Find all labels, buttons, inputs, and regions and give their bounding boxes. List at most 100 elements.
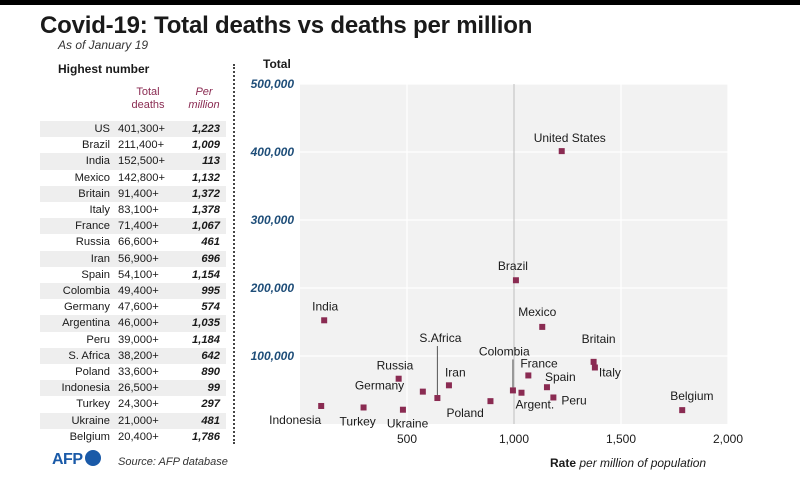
afp-logo: AFP xyxy=(52,450,101,469)
table-cell-country: Poland xyxy=(75,366,110,379)
y-tick-label: 500,000 xyxy=(251,77,295,91)
x-tick-label: 500 xyxy=(397,432,417,446)
data-point xyxy=(321,317,328,324)
table-cell-total: 24,300+ xyxy=(118,398,159,411)
table-cell-total: 38,200+ xyxy=(112,347,180,365)
table-cell-rate: 1,154 xyxy=(192,268,220,281)
point-label: Ukraine xyxy=(387,417,429,431)
column-header-rate: Per million xyxy=(188,86,220,111)
data-point xyxy=(591,364,598,371)
point-label: Turkey xyxy=(340,414,376,428)
table-cell-total: 49,400+ xyxy=(112,283,180,300)
table-cell-country: Germany xyxy=(63,301,110,314)
point-label: Belgium xyxy=(670,389,713,403)
point-label: S.Africa xyxy=(419,331,461,345)
table-cell-rate: 642 xyxy=(180,347,226,365)
point-label: Germany xyxy=(355,379,404,393)
table-row: Ukraine 21,000+ 481 xyxy=(40,412,226,429)
table-cell-rate: 696 xyxy=(180,250,226,267)
table-cell-total: 66,600+ xyxy=(118,236,159,249)
table-row: Turkey 24,300+ 297 xyxy=(40,396,226,412)
table-cell-country: S. Africa xyxy=(40,347,112,365)
y-tick-label: 200,000 xyxy=(250,281,295,295)
point-label: Colombia xyxy=(479,344,530,358)
table-cell-rate: 113 xyxy=(180,153,226,170)
table-row: US 401,300+ 1,223 xyxy=(40,121,226,138)
table-cell-country: Italy xyxy=(89,204,110,217)
table-cell-rate: 481 xyxy=(180,412,226,429)
data-point xyxy=(512,277,519,284)
table-row: Argentina 46,000+ 1,035 xyxy=(40,315,226,332)
point-label: Argent. xyxy=(515,398,554,412)
ranking-table: US 401,300+ 1,223 Brazil 211,400+ 1,009 India 1… xyxy=(40,121,226,445)
table-cell-total: 46,000+ xyxy=(112,315,180,332)
table-cell-country: Russia xyxy=(75,236,110,249)
point-label: Spain xyxy=(545,370,576,384)
table-cell-rate: 1,223 xyxy=(180,121,226,138)
table-row: Russia 66,600+ 461 xyxy=(40,234,226,250)
point-label: India xyxy=(312,299,338,313)
data-point xyxy=(487,398,494,405)
table-row: Peru 39,000+ 1,184 xyxy=(40,332,226,348)
table-cell-country: US xyxy=(40,121,112,138)
table-cell-total: 39,000+ xyxy=(118,333,159,346)
data-point xyxy=(419,388,426,395)
table-row: Colombia 49,400+ 995 xyxy=(40,283,226,300)
table-cell-country: Spain xyxy=(81,268,110,281)
table-cell-country: Britain xyxy=(40,185,112,203)
data-point xyxy=(445,382,452,389)
table-row: S. Africa 38,200+ 642 xyxy=(40,347,226,365)
table-row: Poland 33,600+ 890 xyxy=(40,364,226,380)
table-row: France 71,400+ 1,067 xyxy=(40,218,226,235)
table-cell-country: Colombia xyxy=(40,283,112,300)
x-tick-label: 1,000 xyxy=(499,432,529,446)
table-cell-total: 91,400+ xyxy=(112,185,180,203)
table-cell-total: 21,000+ xyxy=(112,412,180,429)
table-row: Italy 83,100+ 1,378 xyxy=(40,202,226,218)
point-label: Russia xyxy=(377,359,414,373)
data-point xyxy=(539,323,546,330)
table-cell-total: 71,400+ xyxy=(112,218,180,235)
table-cell-total: 20,400+ xyxy=(118,430,159,443)
table-cell-rate: 574 xyxy=(201,301,220,314)
table-cell-rate: 99 xyxy=(180,380,226,397)
point-label: United States xyxy=(534,131,606,145)
point-label: Britain xyxy=(582,332,616,346)
data-point xyxy=(360,404,367,411)
table-row: Germany 47,600+ 574 xyxy=(40,299,226,315)
point-label: Iran xyxy=(445,365,466,379)
table-row: Spain 54,100+ 1,154 xyxy=(40,267,226,283)
table-row: Indonesia 26,500+ 99 xyxy=(40,380,226,397)
point-label: Brazil xyxy=(498,259,528,273)
point-label: Italy xyxy=(599,365,621,379)
table-cell-country: Peru xyxy=(86,333,110,346)
table-cell-rate: 297 xyxy=(201,398,220,411)
table-cell-total: 211,400+ xyxy=(118,139,165,152)
table-cell-rate: 1,035 xyxy=(180,315,226,332)
top-rule xyxy=(0,0,800,5)
x-tick-label: 1,500 xyxy=(606,432,636,446)
table-cell-total: 33,600+ xyxy=(118,366,159,379)
data-point xyxy=(318,402,325,409)
data-point xyxy=(509,387,516,394)
y-axis-title: Total xyxy=(263,57,291,71)
table-row: Mexico 142,800+ 1,132 xyxy=(40,170,226,186)
point-label: France xyxy=(520,356,558,370)
table-row: Belgium 20,400+ 1,786 xyxy=(40,429,226,445)
y-tick-label: 400,000 xyxy=(250,145,295,159)
table-cell-country: Turkey xyxy=(76,398,110,411)
table-cell-total: 401,300+ xyxy=(112,121,180,138)
table-cell-rate: 1,372 xyxy=(180,185,226,203)
table-row: Brazil 211,400+ 1,009 xyxy=(40,137,226,153)
data-point xyxy=(590,358,597,365)
afp-logo-dot xyxy=(84,450,101,466)
table-cell-rate: 1,067 xyxy=(180,218,226,235)
table-cell-total: 26,500+ xyxy=(112,380,180,397)
point-label: Mexico xyxy=(518,305,556,319)
data-point xyxy=(518,389,525,396)
table-cell-country: Brazil xyxy=(82,139,110,152)
table-row: Iran 56,900+ 696 xyxy=(40,250,226,267)
table-cell-total: 152,500+ xyxy=(112,153,180,170)
table-cell-country: Iran xyxy=(40,250,112,267)
